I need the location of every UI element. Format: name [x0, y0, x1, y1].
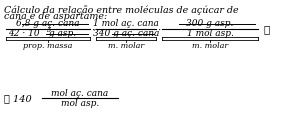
Text: prop. massa: prop. massa: [23, 42, 73, 50]
Text: ≅: ≅: [263, 26, 269, 34]
Text: Cálculo da relação entre moléculas de açúcar de: Cálculo da relação entre moléculas de aç…: [4, 5, 239, 15]
Text: m. molar: m. molar: [192, 42, 228, 50]
Text: −3: −3: [41, 27, 51, 34]
Text: 6,8 g aç. cana: 6,8 g aç. cana: [16, 19, 80, 29]
Text: ≅ 140: ≅ 140: [4, 94, 32, 104]
Text: g asp.: g asp.: [46, 30, 76, 38]
Text: 340 g aç. cana: 340 g aç. cana: [93, 30, 159, 38]
Text: cana e de aspartame:: cana e de aspartame:: [4, 12, 107, 21]
Text: ·: ·: [157, 26, 161, 34]
Text: mol asp.: mol asp.: [61, 98, 99, 108]
Text: mol aç. cana: mol aç. cana: [51, 90, 109, 98]
Text: 300 g asp.: 300 g asp.: [186, 19, 234, 29]
Text: 1 mol aç. cana: 1 mol aç. cana: [93, 19, 159, 29]
Text: 42 · 10: 42 · 10: [8, 30, 40, 38]
Text: ·: ·: [91, 26, 95, 34]
Text: 1 mol asp.: 1 mol asp.: [187, 30, 234, 38]
Text: m. molar: m. molar: [108, 42, 144, 50]
